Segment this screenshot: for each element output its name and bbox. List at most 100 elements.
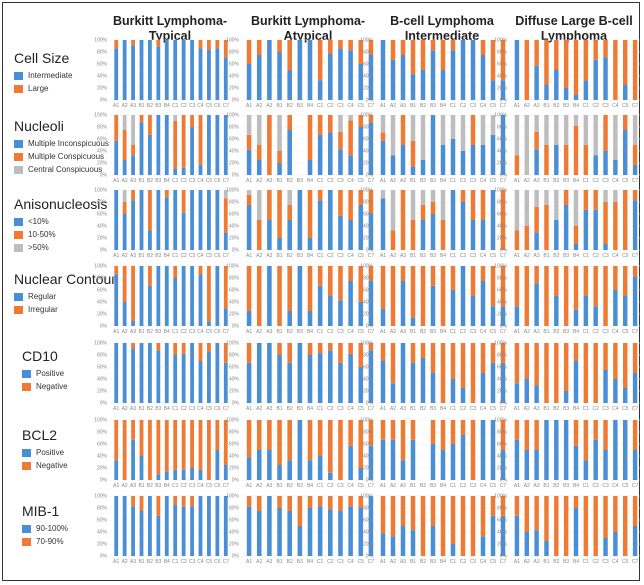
y-tick-label: 0% (366, 324, 374, 330)
bar-segment (131, 320, 135, 326)
legend: CD10 Positive Negative (22, 348, 68, 393)
x-tick-label: A1 (113, 406, 119, 412)
bar-segment (632, 496, 638, 526)
bar-segment (410, 166, 416, 175)
bar-segment (223, 343, 228, 363)
bar-segment (207, 321, 211, 326)
x-tick-label: C4 (480, 178, 487, 184)
y-tick-label: 0% (232, 401, 240, 407)
bar-segment (190, 468, 194, 480)
x-tick-label: B1 (543, 406, 549, 412)
x-tick-label: B3 (563, 329, 569, 335)
x-tick-label: A3 (400, 329, 406, 335)
x-tick-label: C5 (622, 406, 629, 412)
bar-segment (207, 266, 211, 322)
bar-segment (440, 190, 446, 220)
bar-segment (287, 343, 292, 363)
x-tick-label: C4 (612, 253, 619, 259)
x-tick-label: B2 (420, 483, 426, 489)
y-tick-label: 100% (494, 113, 507, 119)
x-tick-label: C2 (592, 253, 599, 259)
x-tick-label: B3 (563, 103, 569, 109)
x-tick-label: B2 (287, 329, 293, 335)
x-tick-label: B1 (410, 329, 416, 335)
bar-segment (114, 496, 119, 556)
bar-segment (632, 450, 638, 480)
bar-segment (267, 420, 272, 450)
x-tick-label: B1 (276, 483, 282, 489)
x-tick-label: C5 (490, 483, 497, 489)
bar-segment (583, 115, 589, 145)
bar-segment (139, 343, 144, 403)
y-tick-label: 20% (363, 466, 374, 472)
bar-segment (480, 190, 486, 220)
bar-segment (348, 120, 353, 156)
bar-segment (256, 343, 262, 403)
x-tick-label: A2 (524, 178, 530, 184)
x-tick-label: C3 (189, 329, 196, 335)
x-tick-label: A1 (113, 253, 119, 259)
x-tick-label: A3 (534, 178, 540, 184)
x-tick-label: C3 (337, 559, 344, 565)
legend-label: Intermediate (28, 71, 73, 80)
bar-segment (287, 266, 292, 311)
x-tick-label: C1 (172, 329, 179, 335)
bar-segment (623, 496, 628, 556)
y-tick-label: 60% (229, 442, 240, 448)
bar-segment (277, 52, 282, 100)
bar-segment (358, 496, 364, 508)
y-tick-label: 80% (229, 276, 240, 282)
bar-segment (223, 232, 228, 250)
y-tick-label: 60% (363, 212, 374, 218)
bar-segment (573, 226, 579, 244)
x-tick-label: B4 (573, 559, 579, 565)
x-tick-label: A3 (400, 178, 406, 184)
x-tick-label: B2 (553, 253, 559, 259)
bar-segment (287, 40, 292, 70)
x-tick-label: C2 (180, 253, 187, 259)
bar-segment (400, 55, 406, 100)
x-tick-label: B2 (147, 406, 153, 412)
bar-segment (410, 40, 416, 75)
x-tick-label: B3 (155, 178, 161, 184)
bar-segment (490, 420, 496, 480)
bar-segment (390, 190, 396, 231)
legend-title: MIB-1 (22, 503, 60, 519)
x-tick-label: A1 (246, 253, 252, 259)
y-tick-label: 60% (497, 212, 508, 218)
bar-segment (500, 190, 506, 250)
x-tick-label: C1 (317, 559, 324, 565)
x-tick-label: C7 (500, 178, 507, 184)
x-tick-label: B1 (543, 559, 549, 565)
x-tick-label: C3 (470, 103, 477, 109)
bar-segment (348, 266, 353, 281)
x-tick-label: B2 (553, 406, 559, 412)
y-tick-label: 80% (363, 430, 374, 436)
bar-segment (613, 420, 618, 480)
x-tick-label: C7 (632, 178, 639, 184)
x-tick-label: B4 (573, 483, 579, 489)
y-tick-label: 60% (497, 288, 508, 294)
x-tick-label: C4 (480, 329, 487, 335)
bar-segment (460, 420, 466, 435)
bar-segment (524, 226, 529, 250)
y-tick-label: 80% (229, 125, 240, 131)
x-tick-label: A3 (400, 483, 406, 489)
y-tick-label: 100% (494, 494, 507, 500)
x-tick-label: C1 (583, 253, 590, 259)
bar-segment (277, 190, 282, 238)
y-tick-label: 20% (229, 466, 240, 472)
bar-segment (603, 266, 608, 326)
bar-segment (307, 460, 313, 480)
y-tick-label: 40% (497, 377, 508, 383)
x-tick-label: C7 (368, 483, 375, 489)
x-tick-label: B3 (430, 329, 436, 335)
y-tick-label: 40% (497, 300, 508, 306)
bar-segment (380, 496, 386, 534)
bar-segment (460, 388, 466, 403)
bar-segment (380, 140, 386, 175)
x-tick-label: C7 (632, 103, 639, 109)
bar-segment (613, 290, 618, 326)
bar-segment (181, 353, 186, 403)
x-tick-label: B4 (440, 406, 446, 412)
